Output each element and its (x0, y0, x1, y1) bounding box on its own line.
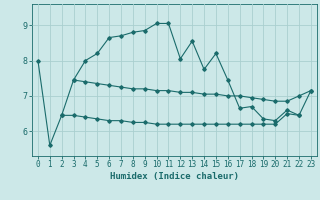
X-axis label: Humidex (Indice chaleur): Humidex (Indice chaleur) (110, 172, 239, 181)
